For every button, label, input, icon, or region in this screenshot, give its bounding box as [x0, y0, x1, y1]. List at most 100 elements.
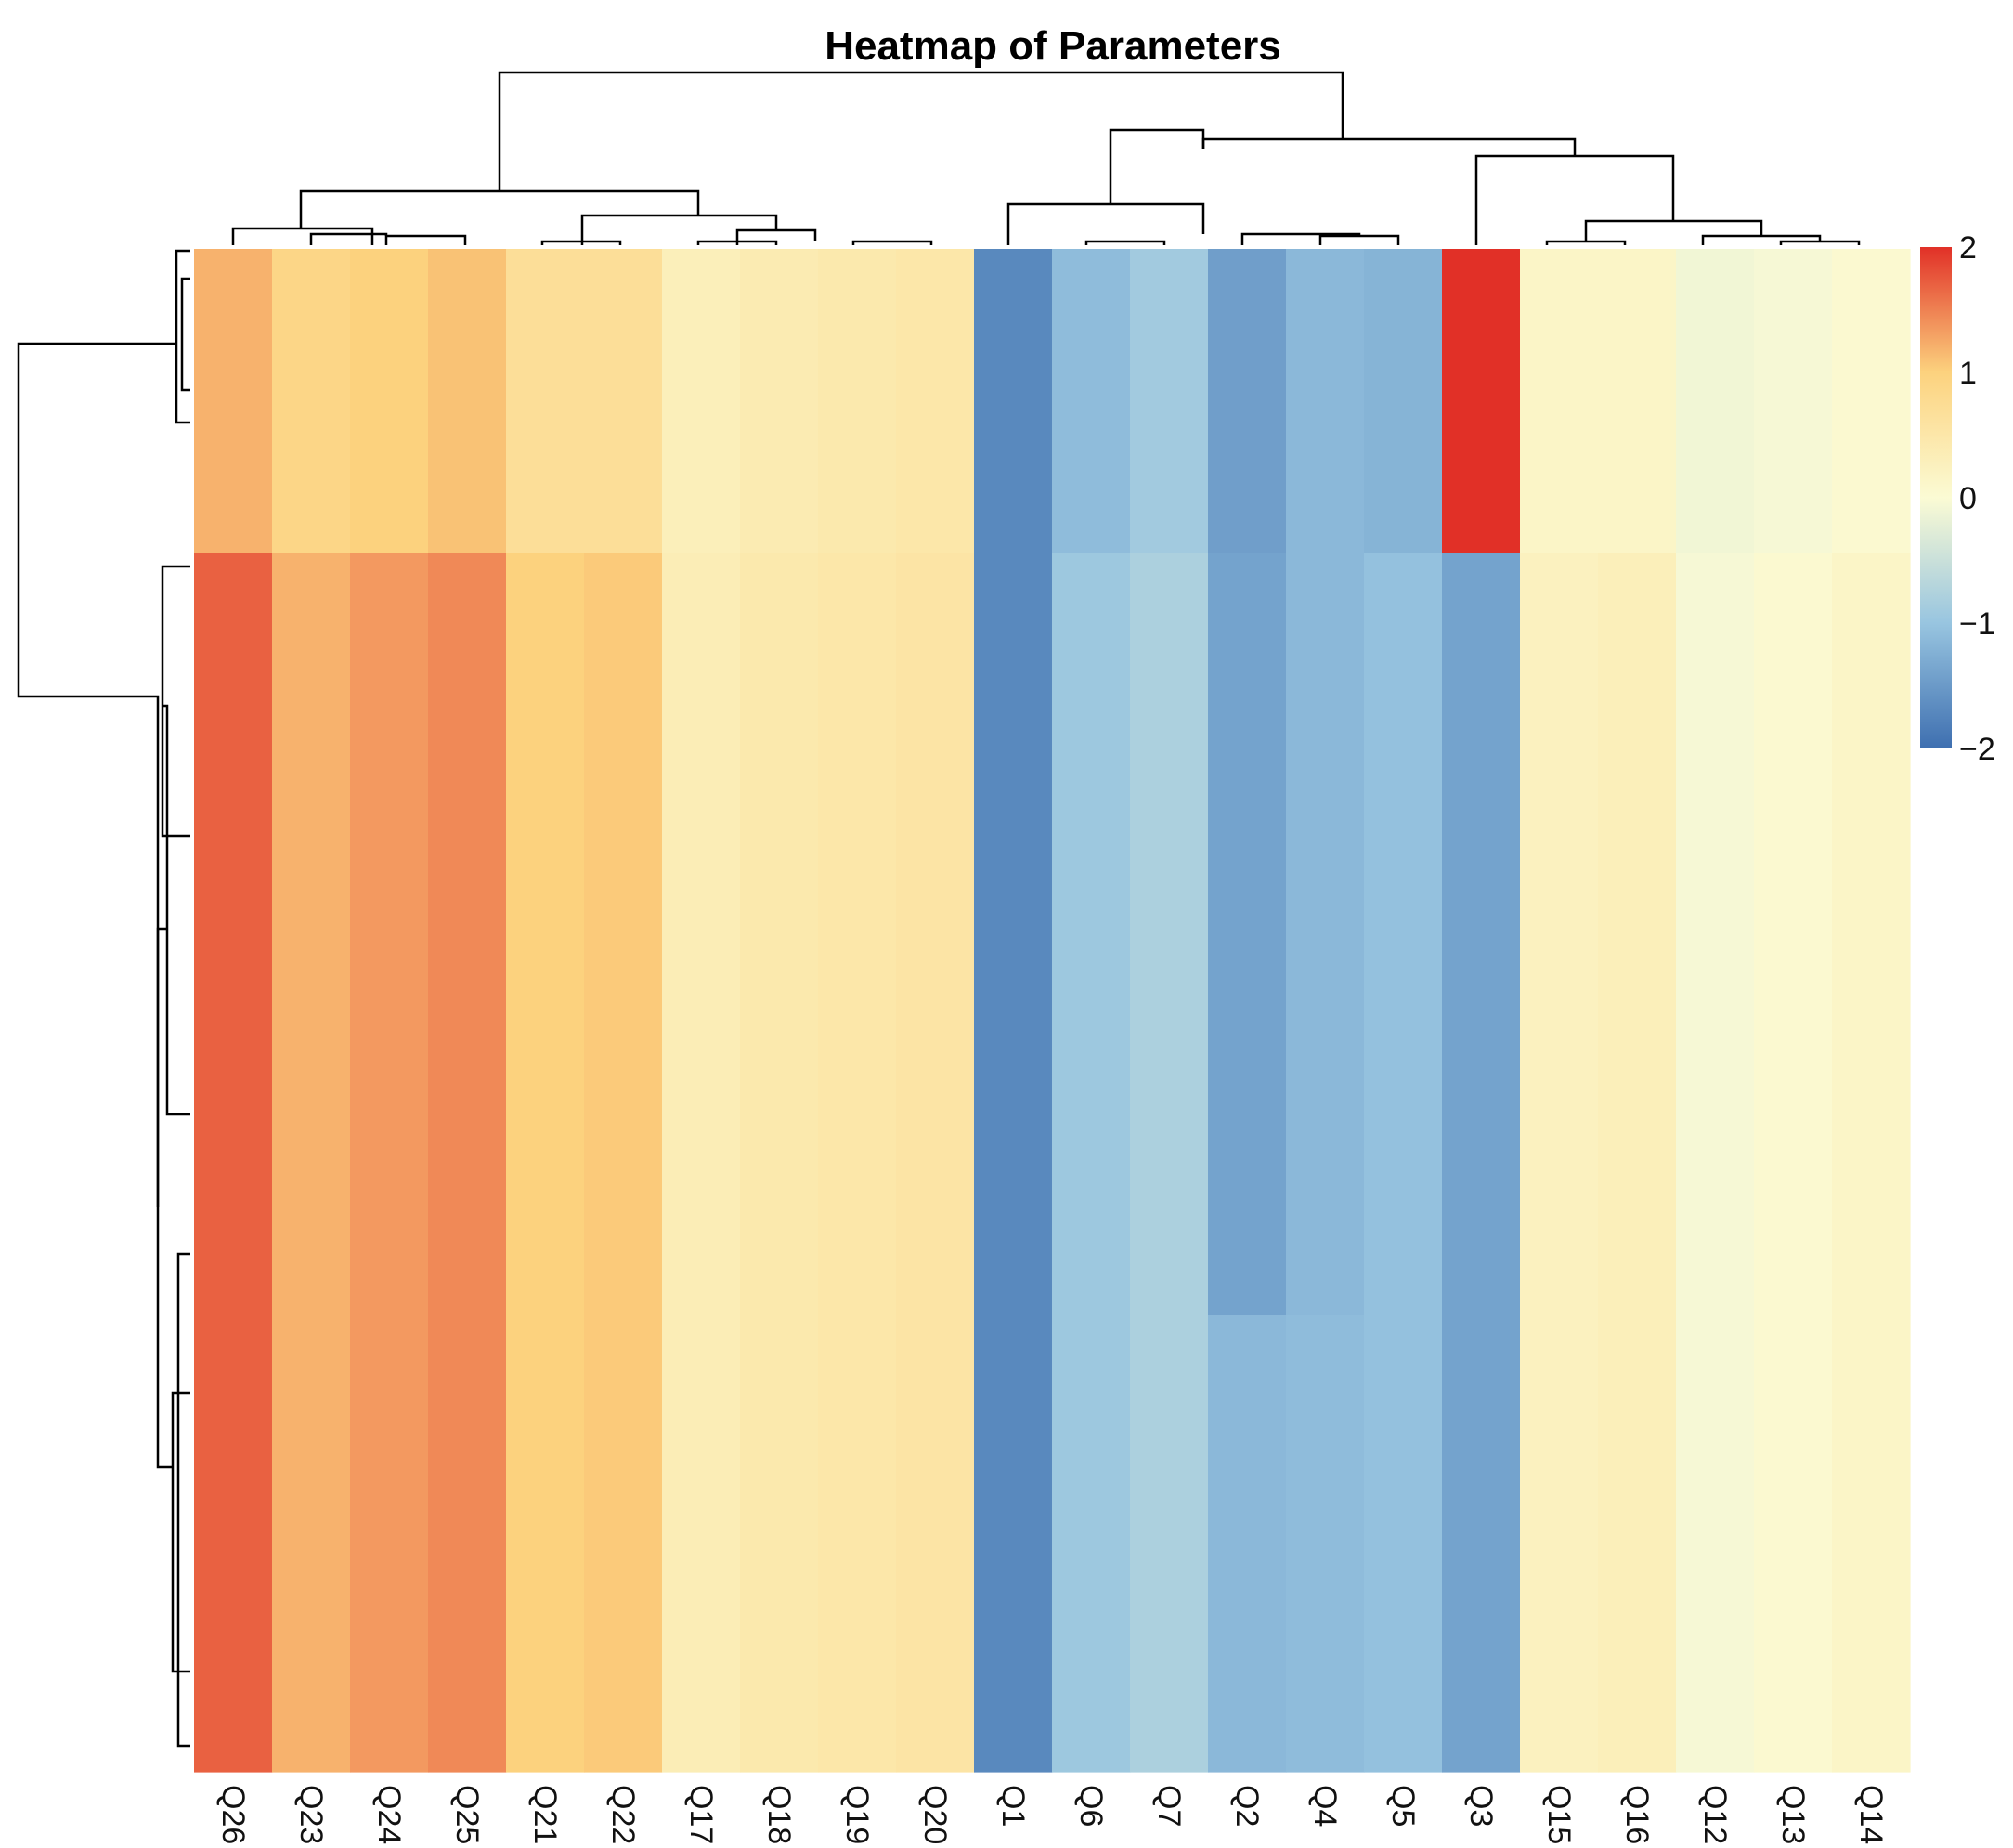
heatmap-cell: [272, 249, 351, 554]
heatmap-cell: [1598, 553, 1677, 1316]
heatmap-cell: [1442, 553, 1521, 1316]
legend-tick-label: −2: [1959, 732, 1995, 767]
heatmap-cell: [1754, 1315, 1833, 1773]
column-label: Q12: [1697, 1785, 1733, 1844]
heatmap-cell: [1754, 249, 1833, 554]
heatmap-cell: [1052, 1315, 1131, 1773]
heatmap-cell: [1832, 1315, 1911, 1773]
column-label: Q23: [293, 1785, 329, 1844]
column-label: Q4: [1307, 1785, 1343, 1827]
column-label: Q1: [995, 1785, 1031, 1827]
heatmap-cell: [1364, 249, 1443, 554]
heatmap-cell: [1286, 1315, 1365, 1773]
column-label: Q3: [1463, 1785, 1499, 1827]
heatmap-cell: [1598, 1315, 1677, 1773]
column-label: Q7: [1151, 1785, 1187, 1827]
heatmap-cell: [1598, 249, 1677, 554]
heatmap-cell: [428, 553, 507, 1316]
legend-tick-label: −1: [1959, 606, 1995, 642]
heatmap-cell: [740, 1315, 819, 1773]
column-label: Q22: [605, 1785, 641, 1844]
heatmap-cell: [506, 553, 585, 1316]
heatmap-cell: [506, 249, 585, 554]
column-label: Q2: [1229, 1785, 1265, 1827]
heatmap-cell: [194, 1315, 273, 1773]
heatmap-cell: [1754, 553, 1833, 1316]
heatmap-cell: [1676, 553, 1755, 1316]
column-label: Q17: [683, 1785, 719, 1844]
legend-ticks: 2 1 0 −1 −2: [1959, 230, 1995, 767]
heatmap-cell: [1364, 553, 1443, 1316]
heatmap-cell: [1442, 1315, 1521, 1773]
column-label: Q6: [1073, 1785, 1109, 1827]
column-label: Q25: [449, 1785, 485, 1844]
heatmap-cell: [740, 249, 819, 554]
heatmap-cells: [194, 249, 1911, 1773]
heatmap-cell: [896, 249, 975, 554]
heatmap-cell: [974, 553, 1053, 1316]
chart-title: Heatmap of Parameters: [825, 23, 1281, 69]
heatmap-cell: [1364, 1315, 1443, 1773]
heatmap-cell: [350, 1315, 429, 1773]
heatmap-cell: [1130, 1315, 1209, 1773]
heatmap-cell: [584, 1315, 663, 1773]
heatmap-cell: [350, 249, 429, 554]
heatmap-cell: [506, 1315, 585, 1773]
heatmap-cell: [1208, 249, 1287, 554]
column-label: Q21: [527, 1785, 563, 1844]
heatmap-cell: [818, 553, 897, 1316]
heatmap-cell: [194, 553, 273, 1316]
legend-tick-label: 2: [1959, 230, 1977, 266]
heatmap-cell: [1520, 1315, 1599, 1773]
heatmap-cell: [1052, 553, 1131, 1316]
heatmap-cell: [1130, 249, 1209, 554]
heatmap-cell: [1520, 553, 1599, 1316]
heatmap-cell: [428, 1315, 507, 1773]
heatmap-cell: [974, 1315, 1053, 1773]
heatmap-cell: [1130, 553, 1209, 1316]
column-label: Q18: [761, 1785, 797, 1844]
column-label: Q19: [839, 1785, 875, 1844]
heatmap-cell: [272, 553, 351, 1316]
heatmap-cell: [1286, 553, 1365, 1316]
heatmap-cell: [1832, 553, 1911, 1316]
heatmap-cell: [584, 249, 663, 554]
legend-color-bar: [1920, 247, 1952, 748]
heatmap-cell: [1286, 249, 1365, 554]
column-labels: Q26 Q23 Q24 Q25 Q21 Q22 Q17 Q18 Q19 Q20 Q1 Q6 Q7 Q2 Q4…: [215, 1785, 1889, 1844]
column-label: Q15: [1541, 1785, 1577, 1844]
heatmap-cell: [974, 249, 1053, 554]
column-label: Q13: [1775, 1785, 1811, 1844]
heatmap-cell: [818, 249, 897, 554]
heatmap-cell: [1676, 249, 1755, 554]
column-label: Q14: [1853, 1785, 1889, 1844]
column-label: Q24: [371, 1785, 407, 1844]
heatmap-cell: [662, 1315, 741, 1773]
column-label: Q16: [1619, 1785, 1655, 1844]
heatmap-cell: [350, 553, 429, 1316]
row-dendrogram: [17, 249, 190, 1748]
column-label: Q20: [917, 1785, 953, 1844]
heatmap-cell: [1442, 249, 1521, 554]
heatmap-cell: [428, 249, 507, 554]
heatmap-cell: [1208, 1315, 1287, 1773]
column-dendrogram: [231, 71, 1861, 245]
heatmap-cell: [1052, 249, 1131, 554]
heatmap-cell: [662, 249, 741, 554]
heatmap-cell: [584, 553, 663, 1316]
legend-tick-label: 0: [1959, 481, 1977, 516]
heatmap-cell: [194, 249, 273, 554]
heatmap-cell: [1208, 553, 1287, 1316]
color-legend: 2 1 0 −1 −2: [1920, 230, 1995, 767]
heatmap-cell: [1832, 249, 1911, 554]
heatmap-cell: [896, 553, 975, 1316]
heatmap-cell: [662, 553, 741, 1316]
column-label: Q5: [1385, 1785, 1421, 1827]
heatmap-cell: [272, 1315, 351, 1773]
column-label: Q26: [215, 1785, 251, 1844]
legend-tick-label: 1: [1959, 356, 1977, 391]
heatmap-cell: [818, 1315, 897, 1773]
heatmap-cell: [740, 553, 819, 1316]
heatmap-cell: [1520, 249, 1599, 554]
